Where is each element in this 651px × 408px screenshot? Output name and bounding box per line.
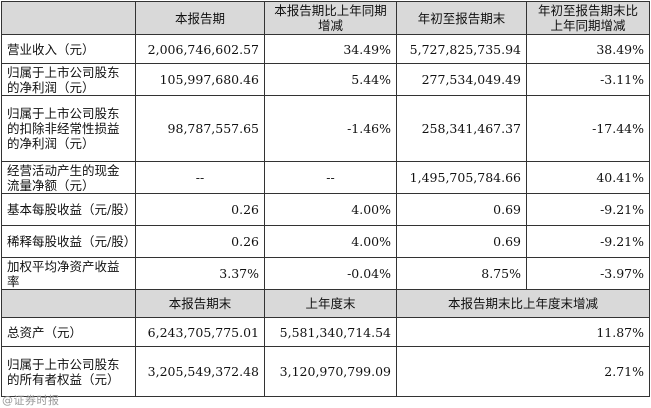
cell-value: 6,243,705,775.01 (135, 317, 265, 347)
cell-value: 3,205,549,372.48 (135, 346, 265, 397)
table-row: 基本每股收益（元/股） 0.26 4.00% 0.69 -9.21% (1, 193, 650, 226)
cell-value: 2,006,746,602.57 (135, 34, 265, 64)
header-ytd-yoy: 年初至报告期末比上年同期增减 (526, 1, 650, 35)
header-period-end: 本报告期末 (135, 289, 265, 318)
cell-value: 1,495,705,784.66 (396, 161, 527, 194)
cell-value: 5,727,825,735.94 (396, 34, 527, 64)
header-current-period-yoy: 本报告期比上年同期增减 (264, 1, 397, 35)
cell-value: 258,341,467.37 (396, 95, 527, 162)
table-header-row: 本报告期 本报告期比上年同期增减 年初至报告期末 年初至报告期末比上年同期增减 (1, 1, 650, 35)
row-label: 营业收入（元） (1, 34, 136, 64)
cell-value: 105,997,680.46 (135, 63, 265, 96)
table-row: 营业收入（元） 2,006,746,602.57 34.49% 5,727,82… (1, 34, 650, 64)
cell-value: 40.41% (526, 161, 650, 194)
cell-value: -- (264, 161, 397, 194)
header-change-vs-prior-year-end: 本报告期末比上年度末增减 (396, 289, 650, 318)
row-label: 总资产（元） (1, 317, 136, 347)
header-prior-year-end: 上年度末 (264, 289, 397, 318)
cell-value: -17.44% (526, 95, 650, 162)
cell-value: -- (135, 161, 265, 194)
cell-value: 277,534,049.49 (396, 63, 527, 96)
table-row: 加权平均净资产收益率 3.37% -0.04% 8.75% -3.97% (1, 257, 650, 290)
cell-value: 5.44% (264, 63, 397, 96)
cell-value: 4.00% (264, 225, 397, 258)
cell-value: 0.69 (396, 193, 527, 226)
cell-value: 3.37% (135, 257, 265, 290)
cell-value: -9.21% (526, 193, 650, 226)
cell-value: -0.04% (264, 257, 397, 290)
cell-value: -3.97% (526, 257, 650, 290)
table-row: 归属于上市公司股东的扣除非经常性损益的净利润（元） 98,787,557.65 … (1, 95, 650, 162)
row-label: 加权平均净资产收益率 (1, 257, 136, 290)
watermark: @证券时报 (2, 394, 60, 407)
row-label: 归属于上市公司股东的净利润（元） (1, 63, 136, 96)
table-row: 归属于上市公司股东的所有者权益（元） 3,205,549,372.48 3,12… (1, 346, 650, 397)
cell-value: 34.49% (264, 34, 397, 64)
row-label: 归属于上市公司股东的扣除非经常性损益的净利润（元） (1, 95, 136, 162)
row-label: 基本每股收益（元/股） (1, 193, 136, 226)
table-row: 归属于上市公司股东的净利润（元） 105,997,680.46 5.44% 27… (1, 63, 650, 96)
cell-value: 3,120,970,799.09 (264, 346, 397, 397)
cell-value: 4.00% (264, 193, 397, 226)
cell-value: -9.21% (526, 225, 650, 258)
cell-value: 98,787,557.65 (135, 95, 265, 162)
header-current-period: 本报告期 (135, 1, 265, 35)
header-corner-cell (1, 289, 136, 318)
cell-value: -3.11% (526, 63, 650, 96)
cell-value: 38.49% (526, 34, 650, 64)
table-header-row-balance: 本报告期末 上年度末 本报告期末比上年度末增减 (1, 289, 650, 318)
cell-value: 5,581,340,714.54 (264, 317, 397, 347)
cell-value: 8.75% (396, 257, 527, 290)
table-row: 经营活动产生的现金流量净额（元） -- -- 1,495,705,784.66 … (1, 161, 650, 194)
header-ytd: 年初至报告期末 (396, 1, 527, 35)
cell-value: 0.69 (396, 225, 527, 258)
row-label: 归属于上市公司股东的所有者权益（元） (1, 346, 136, 397)
row-label: 稀释每股收益（元/股） (1, 225, 136, 258)
cell-value: 11.87% (396, 317, 650, 347)
cell-value: 0.26 (135, 193, 265, 226)
cell-value: 2.71% (396, 346, 650, 397)
table-row: 总资产（元） 6,243,705,775.01 5,581,340,714.54… (1, 317, 650, 347)
row-label: 经营活动产生的现金流量净额（元） (1, 161, 136, 194)
financial-data-table: 本报告期 本报告期比上年同期增减 年初至报告期末 年初至报告期末比上年同期增减 … (1, 1, 650, 397)
cell-value: -1.46% (264, 95, 397, 162)
table-row: 稀释每股收益（元/股） 0.26 4.00% 0.69 -9.21% (1, 225, 650, 258)
cell-value: 0.26 (135, 225, 265, 258)
header-corner-cell (1, 1, 136, 35)
